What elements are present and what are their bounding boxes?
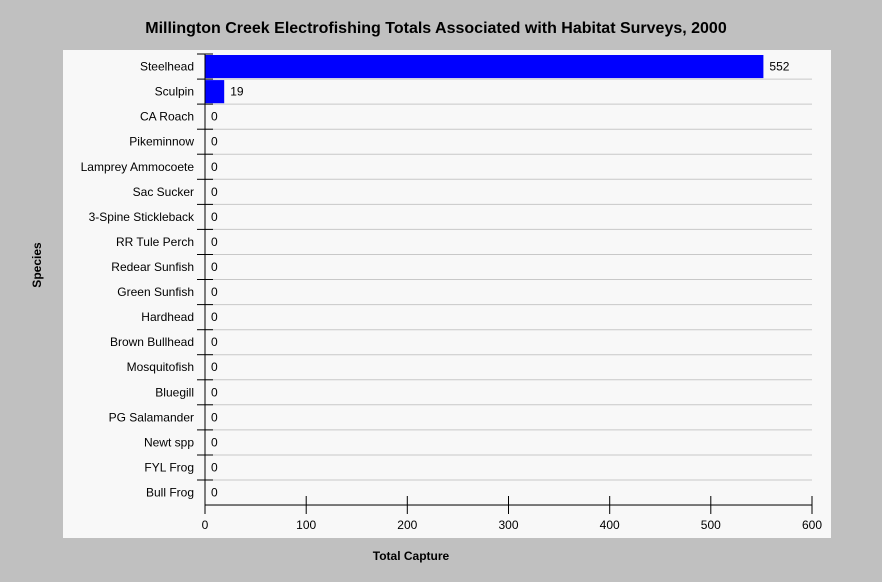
category-label: 3-Spine Stickleback (89, 210, 195, 224)
x-axis-label: Total Capture (373, 549, 450, 563)
x-tick-label: 200 (397, 518, 417, 532)
data-label: 0 (211, 285, 218, 299)
labels: Steelhead 552 Sculpin 19 CA Roach 0 Pikeminnow… (81, 60, 823, 533)
x-tick-label: 500 (701, 518, 721, 532)
category-label: Sculpin (155, 85, 194, 99)
data-label: 0 (211, 235, 218, 249)
category-label: Bull Frog (146, 486, 194, 500)
category-label: Hardhead (141, 310, 194, 324)
data-label: 0 (211, 110, 218, 124)
gridlines (205, 78, 812, 506)
data-label: 0 (211, 185, 218, 199)
category-label: Newt spp (144, 435, 194, 449)
x-tick-label: 600 (802, 518, 822, 532)
x-tick-label: 100 (296, 518, 316, 532)
data-label: 0 (211, 260, 218, 274)
chart-title: Millington Creek Electrofishing Totals A… (145, 20, 727, 37)
data-label: 0 (211, 385, 218, 399)
data-label: 0 (211, 335, 218, 349)
category-label: Brown Bullhead (110, 335, 194, 349)
data-label: 0 (211, 435, 218, 449)
category-label: Pikeminnow (129, 135, 194, 149)
axes (197, 53, 813, 514)
category-label: Lamprey Ammocoete (81, 160, 195, 174)
bars (205, 55, 764, 104)
category-label: Sac Sucker (133, 185, 194, 199)
bar-sculpin (205, 80, 225, 104)
category-label: PG Salamander (109, 410, 194, 424)
data-label: 19 (230, 85, 244, 99)
x-tick-label: 0 (202, 518, 209, 532)
category-label: Redear Sunfish (111, 260, 194, 274)
data-label: 0 (211, 135, 218, 149)
data-label: 0 (211, 410, 218, 424)
x-tick-label: 400 (600, 518, 620, 532)
category-label: Steelhead (140, 60, 194, 74)
y-axis-label: Species (30, 242, 44, 288)
category-label: RR Tule Perch (116, 235, 194, 249)
category-label: Bluegill (155, 385, 194, 399)
plot-area (63, 50, 831, 538)
bar-steelhead (205, 55, 764, 79)
data-label: 0 (211, 210, 218, 224)
data-label: 0 (211, 160, 218, 174)
data-label: 0 (211, 461, 218, 475)
data-label: 0 (211, 486, 218, 500)
category-label: Green Sunfish (117, 285, 194, 299)
x-tick-label: 300 (498, 518, 518, 532)
data-label: 552 (769, 60, 789, 74)
data-label: 0 (211, 310, 218, 324)
category-label: FYL Frog (144, 461, 194, 475)
category-label: Mosquitofish (127, 360, 194, 374)
category-label: CA Roach (140, 110, 194, 124)
data-label: 0 (211, 360, 218, 374)
